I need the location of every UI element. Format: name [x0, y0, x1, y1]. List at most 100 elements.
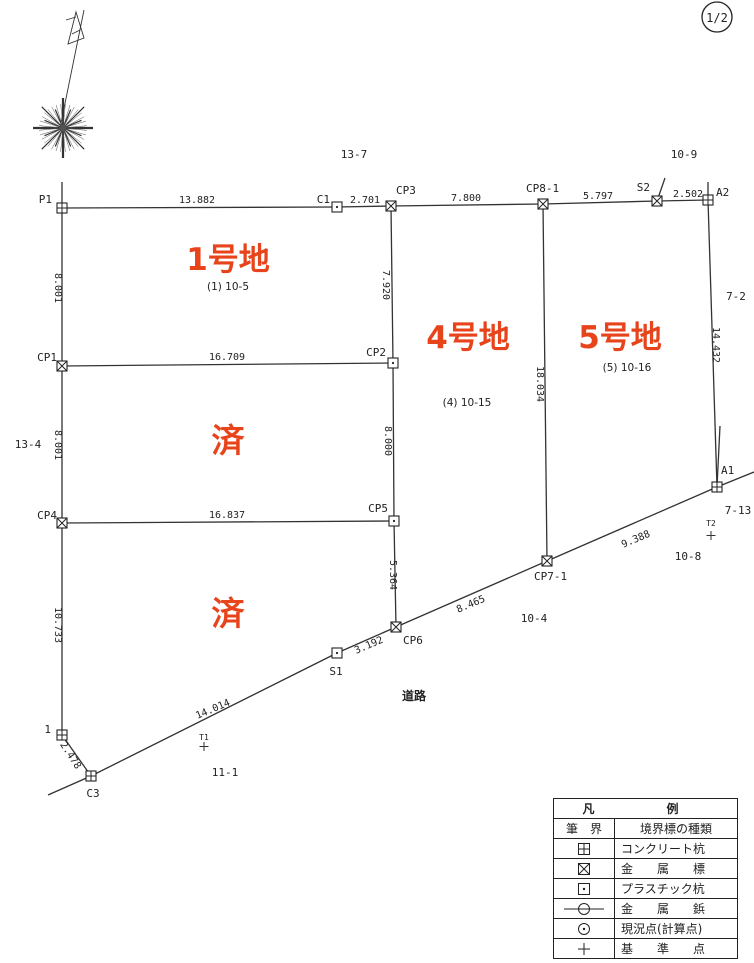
boundary-line [390, 205, 394, 364]
plastic-pile-icon [578, 882, 590, 895]
marker-label: CP6 [403, 634, 423, 647]
concrete-marker-icon [56, 729, 68, 741]
neighbor-13-4: 13-4 [15, 438, 42, 451]
metal-marker-icon [385, 200, 397, 212]
legend-col2: 境界標の種類 [614, 818, 738, 839]
neighbor-7-13: 7-13 [725, 504, 752, 517]
boundary-line [656, 199, 709, 202]
neighbor-10-9: 10-9 [671, 148, 698, 161]
benchmark-point-icon [578, 942, 590, 955]
segment-length: 10.733 [52, 607, 63, 643]
legend-label: 現況点(計算点) [614, 918, 738, 939]
boundary-line [61, 734, 92, 777]
marker-label: CP7-1 [534, 570, 567, 583]
boundary-line [707, 199, 718, 488]
lot-number-4: (4) 10-15 [443, 397, 492, 409]
plastic-marker-icon [387, 357, 399, 369]
marker-label: CP5 [368, 502, 388, 515]
legend-label: 金 属 標 [614, 858, 738, 879]
legend-label: プラスチック杭 [614, 878, 738, 899]
lot-number-1: (1) 10-5 [207, 281, 249, 293]
neighbor-7-2: 7-2 [726, 290, 746, 303]
metal-marker-icon [56, 517, 68, 529]
neighbor-13-7: 13-7 [341, 148, 368, 161]
concrete-marker-icon [85, 770, 97, 782]
metal-marker-icon [537, 198, 549, 210]
road-label: 道路 [402, 688, 427, 703]
segment-length: 16.837 [209, 510, 245, 521]
segment-length: 7.800 [451, 193, 481, 204]
sold-mark-2: 済 [212, 594, 246, 633]
segment-length: 2.502 [673, 189, 703, 200]
marker-label: CP3 [396, 184, 416, 197]
lot-title-1: 1号地 [186, 242, 270, 278]
boundary-line [390, 203, 544, 207]
boundary-extension-line [716, 425, 721, 488]
metal-marker-icon [541, 555, 553, 567]
marker-label: S1 [329, 665, 342, 678]
segment-length: 5.797 [583, 191, 613, 202]
segment-length: 9.388 [620, 529, 652, 551]
metal-marker-icon [651, 195, 663, 207]
segment-length: 14.432 [710, 327, 721, 363]
segment-length: 18.034 [534, 366, 545, 402]
plastic-marker-icon [331, 201, 343, 213]
concrete-pile-icon [578, 842, 590, 855]
segment-length: 13.882 [179, 195, 215, 206]
page-number: 1/2 [701, 1, 733, 33]
benchmark-icon [199, 742, 209, 751]
lot-title-5: 5号地 [578, 320, 662, 356]
benchmark-t1-label: T1 [199, 733, 209, 742]
concrete-marker-icon [711, 481, 723, 493]
metal-rivet-icon [564, 902, 604, 915]
boundary-line [61, 206, 338, 209]
metal-marker-icon [56, 360, 68, 372]
segment-length: 3.192 [353, 635, 385, 657]
segment-length: 8.001 [52, 430, 63, 460]
benchmark-icon [706, 531, 716, 540]
segment-length: 2.478 [57, 740, 83, 771]
benchmark-t2-label: T2 [706, 519, 716, 528]
boundary-line [542, 203, 548, 562]
segment-length: 5.364 [387, 560, 398, 590]
neighbor-11-1: 11-1 [212, 766, 239, 779]
segment-length: 7.920 [380, 270, 391, 300]
marker-label: CP1 [37, 351, 57, 364]
legend-label: コンクリート杭 [614, 838, 738, 859]
boundary-line [546, 486, 718, 562]
legend-label: 基 準 点 [614, 938, 738, 959]
marker-label: C3 [86, 787, 99, 800]
segment-length: 8.000 [382, 426, 393, 456]
sold-mark-1: 済 [212, 421, 246, 460]
boundary-line [392, 362, 395, 522]
segment-length: 14.014 [194, 698, 232, 722]
boundary-line [393, 520, 397, 628]
boundary-line [395, 560, 548, 628]
marker-label: P1 [39, 193, 52, 206]
neighbor-10-8: 10-8 [675, 550, 702, 563]
current-point-icon [578, 922, 590, 935]
marker-label: C1 [317, 193, 330, 206]
segment-length: 16.709 [209, 352, 245, 363]
boundary-line [336, 626, 397, 654]
neighbor-10-4: 10-4 [521, 612, 548, 625]
segment-length: 8.001 [52, 273, 63, 303]
marker-label: S2 [637, 181, 650, 194]
concrete-marker-icon [702, 194, 714, 206]
boundary-line [336, 205, 392, 208]
marker-label: CP4 [37, 509, 57, 522]
page-number-text: 1/2 [706, 11, 728, 25]
marker-label: A2 [716, 186, 729, 199]
segment-length: 2.701 [350, 195, 380, 206]
boundary-line [61, 362, 394, 367]
segment-length: 8.465 [455, 594, 487, 616]
boundary-line [542, 200, 658, 205]
legend-title: 凡 例 [553, 798, 738, 819]
legend-col1: 筆 界 [553, 818, 615, 839]
lot-number-5: (5) 10-16 [603, 362, 652, 374]
concrete-marker-icon [56, 202, 68, 214]
plastic-marker-icon [331, 647, 343, 659]
benchmark-t2: T2 [706, 519, 716, 540]
north-arrow-icon [33, 9, 93, 158]
